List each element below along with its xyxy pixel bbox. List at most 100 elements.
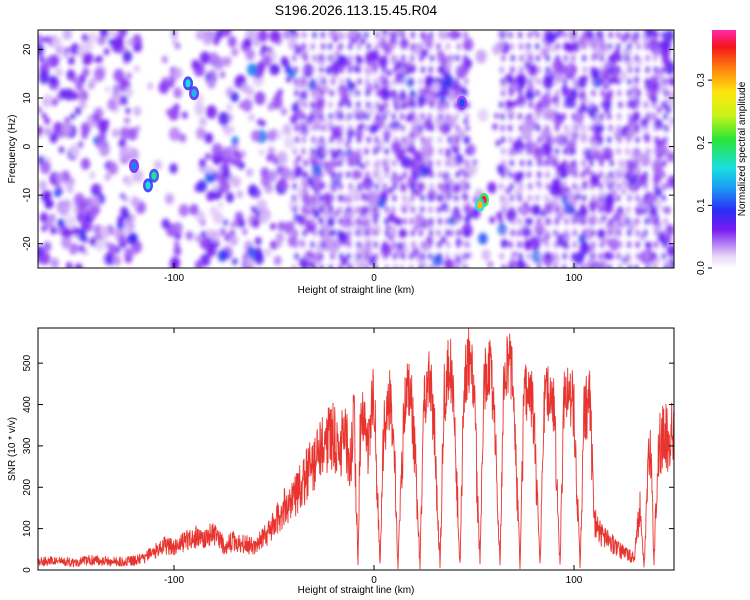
spectrogram-cell xyxy=(402,194,407,202)
spectrogram-cell xyxy=(438,101,443,109)
spectrogram-cell xyxy=(555,112,561,121)
spectrogram-cell xyxy=(328,264,334,268)
spectrogram-cell xyxy=(575,185,582,194)
spectrogram-cell xyxy=(651,101,657,109)
spectrogram-cells xyxy=(38,30,674,268)
spectrogram-cell xyxy=(410,182,415,190)
spectrogram-cell xyxy=(427,252,433,260)
spectrogram-cell xyxy=(69,245,77,255)
spectrogram-cell xyxy=(364,252,369,260)
spectrogram-cell xyxy=(204,132,214,144)
spectrogram-cell xyxy=(401,136,406,144)
spectrogram-cell xyxy=(98,142,110,157)
spectrogram-cell xyxy=(111,128,120,138)
spectrogram-cell xyxy=(366,42,371,51)
spectrogram-cell xyxy=(237,218,246,228)
y-tick-label: 10 xyxy=(22,92,33,104)
spectrogram-cell xyxy=(356,252,362,260)
spectrogram-cell xyxy=(553,264,558,268)
spectrogram-cell xyxy=(489,216,496,224)
spectrogram-cell xyxy=(80,221,88,231)
spectrogram-cell xyxy=(174,240,180,248)
spectrogram-cell xyxy=(420,31,425,39)
spectrogram-cell xyxy=(197,179,207,193)
spectrogram-cell xyxy=(346,252,351,260)
spectrogram-cell xyxy=(195,127,206,140)
spectrogram-cell xyxy=(418,264,423,268)
spectrogram-cell xyxy=(644,159,649,167)
spectrogram-cell xyxy=(627,112,632,121)
spectrogram-cell xyxy=(301,124,306,132)
spectrogram-cell xyxy=(236,190,243,199)
spectrogram-cell xyxy=(562,171,567,179)
spectrogram-cell xyxy=(492,123,498,130)
spectrogram-cell xyxy=(377,103,386,114)
spectrogram-cell xyxy=(226,103,233,112)
y-tick-label: 300 xyxy=(22,437,33,454)
spectrogram-cell xyxy=(61,122,72,136)
spectrogram-cell xyxy=(329,136,334,144)
spectrogram-cell xyxy=(580,112,585,121)
spectrogram-cell xyxy=(232,149,240,158)
spectrogram-cell xyxy=(419,54,424,62)
spectrogram-cell xyxy=(478,232,488,245)
spectrogram-cell xyxy=(439,55,448,67)
spectrogram-cell xyxy=(366,217,371,225)
spectrogram-cell xyxy=(258,149,264,156)
spectrogram-cell xyxy=(545,31,550,39)
spectrogram-cell xyxy=(429,147,434,155)
spectrogram-cell xyxy=(293,42,298,51)
spectrogram-cell xyxy=(512,140,520,149)
spectrogram-cell xyxy=(590,206,596,214)
spectrogram-cell xyxy=(300,241,306,249)
spectrogram-cell xyxy=(97,35,106,46)
spectrogram-cell xyxy=(465,182,470,190)
spectrogram-cell xyxy=(589,101,594,109)
spectrogram-cell xyxy=(248,184,258,197)
spectrogram-cell xyxy=(536,124,541,132)
spectrogram-cell xyxy=(244,38,251,47)
spectrogram-cell xyxy=(499,101,504,109)
spectrogram-cell xyxy=(600,101,606,109)
spectrogram-cell xyxy=(535,89,540,97)
spectrogram-cell xyxy=(338,42,343,51)
snr-y-axis-label: SNR (10 * v/v) xyxy=(7,417,18,481)
spectrogram-cell xyxy=(222,219,228,226)
spectrogram-cell xyxy=(292,264,297,268)
spectrogram-cell xyxy=(572,136,577,144)
spectrogram-cell xyxy=(251,205,257,213)
spectrogram-cell xyxy=(411,147,417,155)
spectrogram-cell xyxy=(293,66,298,74)
spectrogram-cell xyxy=(546,252,551,260)
spectrogram-cell xyxy=(401,42,406,51)
spectrogram-cell xyxy=(660,101,666,109)
spectrogram-cell xyxy=(304,207,312,217)
spectrogram-y-axis-label: Frequency (Hz) xyxy=(7,115,18,184)
spectrogram-cell xyxy=(635,229,640,237)
spectrogram-cell xyxy=(544,229,550,237)
spectrogram-cell xyxy=(301,206,306,214)
spectrogram-cell xyxy=(348,54,353,62)
spectrogram-cell xyxy=(607,112,612,121)
spectrogram-cell xyxy=(382,112,387,121)
spectrogram-cell xyxy=(310,252,315,260)
spectrogram-cell xyxy=(634,206,640,214)
spectrogram-cell xyxy=(248,113,255,122)
spectrogram-cell xyxy=(611,75,618,84)
spectrogram-cell xyxy=(626,171,631,179)
spectrogram-cell xyxy=(273,255,282,266)
spectrogram-cell xyxy=(205,105,217,119)
spectrogram-cell xyxy=(119,126,131,140)
spectrogram-cell xyxy=(320,42,326,51)
spectrogram-cell xyxy=(285,76,292,83)
spectrogram-cell xyxy=(89,236,97,247)
snr-series-line xyxy=(38,328,674,570)
spectrogram-cell xyxy=(364,147,369,155)
spectrogram-cell xyxy=(153,159,163,171)
spectrogram-cell xyxy=(463,89,468,97)
spectrogram-cell xyxy=(634,159,639,167)
spectrogram-cell xyxy=(500,112,505,121)
spectrogram-cell xyxy=(635,252,641,260)
spectrogram-cell xyxy=(311,171,316,179)
spectrogram-cell xyxy=(645,147,651,155)
